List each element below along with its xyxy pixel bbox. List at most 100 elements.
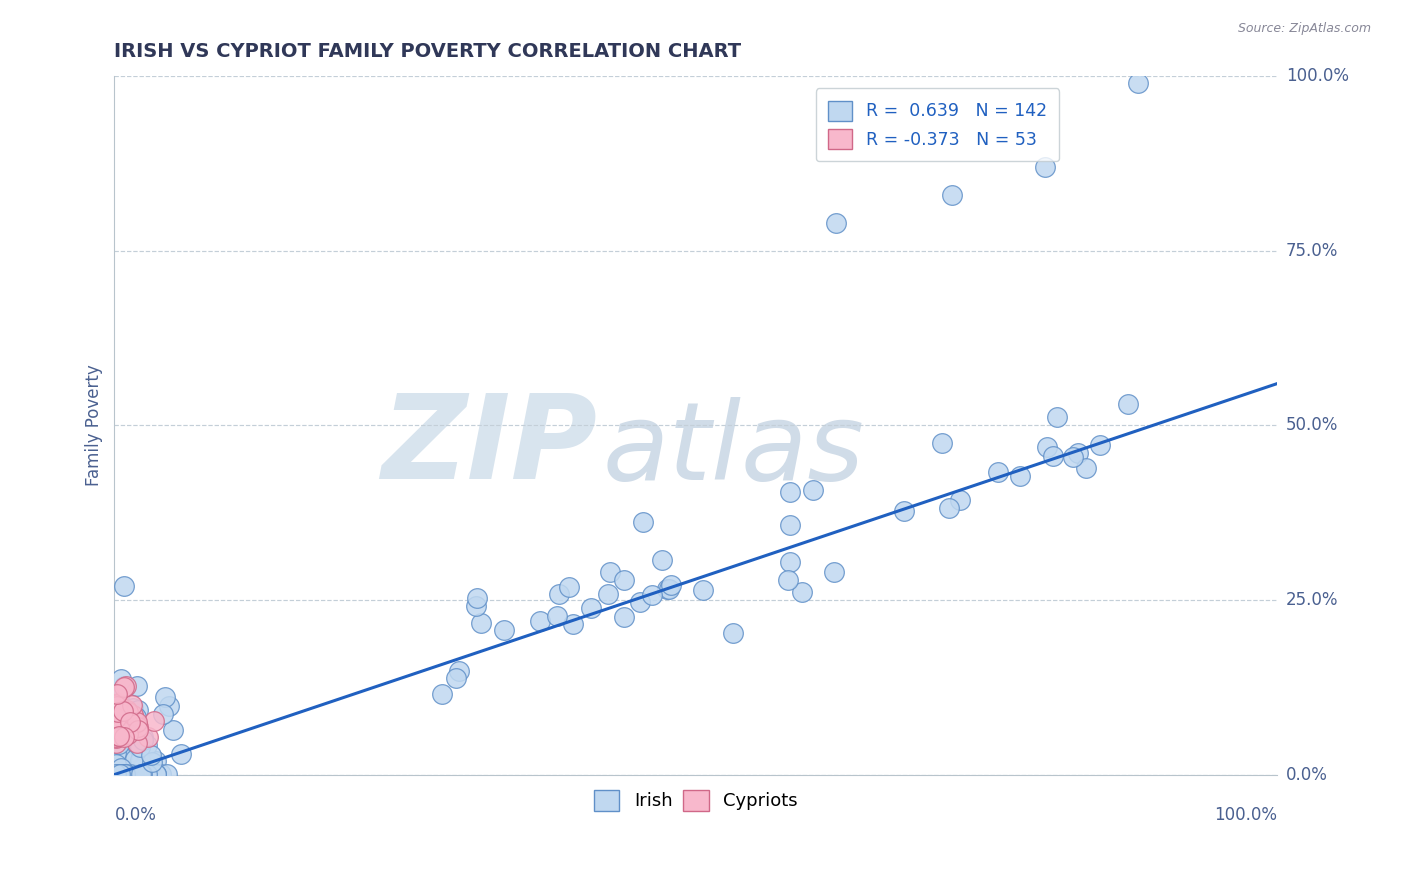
Point: [104, 711, 127, 725]
Point: [111, 714, 134, 728]
Point: [104, 742, 127, 756]
Point: [801, 483, 824, 497]
Point: [114, 767, 136, 781]
Point: [112, 680, 135, 694]
Point: [112, 767, 135, 781]
Text: IRISH VS CYPRIOT FAMILY POVERTY CORRELATION CHART: IRISH VS CYPRIOT FAMILY POVERTY CORRELAT…: [114, 42, 741, 61]
Point: [115, 703, 138, 717]
Point: [125, 679, 148, 693]
Point: [444, 672, 467, 686]
Point: [110, 724, 132, 739]
Point: [110, 723, 132, 738]
Point: [107, 705, 129, 719]
Text: 0.0%: 0.0%: [114, 806, 156, 824]
Point: [641, 588, 664, 602]
Point: [127, 703, 149, 717]
Point: [117, 705, 139, 719]
Point: [108, 686, 131, 700]
Point: [449, 665, 471, 679]
Point: [599, 566, 621, 580]
Point: [105, 756, 128, 771]
Point: [430, 687, 453, 701]
Point: [105, 724, 128, 739]
Point: [157, 699, 180, 714]
Point: [104, 723, 127, 737]
Point: [124, 752, 146, 766]
Point: [129, 739, 152, 754]
Point: [128, 767, 150, 781]
Text: 50.0%: 50.0%: [1286, 417, 1339, 434]
Point: [108, 730, 131, 744]
Legend: Irish, Cypriots: Irish, Cypriots: [586, 782, 806, 818]
Point: [110, 716, 132, 731]
Point: [105, 713, 128, 727]
Point: [111, 710, 134, 724]
Point: [651, 553, 673, 567]
Point: [121, 767, 143, 781]
Point: [692, 582, 714, 597]
Point: [1088, 438, 1111, 452]
Point: [150, 767, 173, 781]
Point: [122, 717, 145, 731]
Point: [117, 710, 139, 724]
Point: [127, 735, 149, 749]
Point: [135, 767, 157, 781]
Point: [107, 712, 129, 726]
Point: [108, 719, 131, 733]
Point: [561, 617, 583, 632]
Text: 25.0%: 25.0%: [1286, 591, 1339, 609]
Point: [120, 721, 142, 735]
Point: [107, 697, 129, 711]
Point: [114, 767, 136, 781]
Point: [120, 767, 142, 781]
Point: [110, 673, 132, 687]
Point: [1010, 468, 1032, 483]
Point: [122, 701, 145, 715]
Point: [633, 515, 655, 529]
Point: [104, 715, 127, 730]
Point: [114, 767, 136, 781]
Point: [108, 737, 131, 751]
Point: [105, 733, 128, 747]
Point: [104, 748, 127, 763]
Point: [628, 594, 651, 608]
Point: [114, 767, 136, 781]
Point: [941, 188, 963, 202]
Point: [129, 753, 152, 767]
Point: [145, 767, 167, 781]
Point: [112, 767, 135, 781]
Point: [132, 731, 155, 745]
Point: [107, 734, 129, 748]
Point: [118, 715, 141, 730]
Point: [114, 767, 136, 781]
Text: ZIP: ZIP: [381, 389, 598, 504]
Point: [117, 735, 139, 749]
Point: [105, 699, 128, 714]
Point: [142, 714, 165, 728]
Point: [122, 767, 145, 781]
Point: [104, 731, 127, 746]
Point: [115, 767, 138, 781]
Point: [104, 715, 127, 730]
Point: [141, 755, 163, 769]
Point: [464, 599, 486, 613]
Point: [131, 767, 153, 781]
Point: [104, 702, 127, 716]
Point: [115, 720, 138, 734]
Point: [893, 504, 915, 518]
Point: [108, 755, 131, 769]
Point: [117, 706, 139, 720]
Point: [136, 731, 159, 745]
Point: [949, 492, 972, 507]
Point: [112, 704, 135, 718]
Point: [107, 767, 129, 781]
Point: [779, 485, 801, 500]
Point: [104, 736, 127, 750]
Point: [117, 713, 139, 727]
Point: [105, 711, 128, 725]
Point: [104, 731, 127, 745]
Point: [125, 714, 148, 729]
Point: [470, 616, 492, 631]
Text: 100.0%: 100.0%: [1286, 67, 1348, 86]
Point: [110, 767, 132, 781]
